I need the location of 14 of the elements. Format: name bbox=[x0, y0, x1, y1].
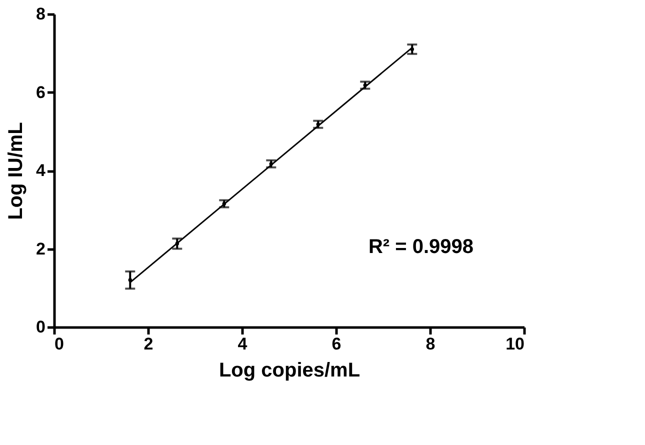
x-axis-title: Log copies/mL bbox=[218, 360, 360, 382]
x-tick-label: 0 bbox=[54, 334, 64, 354]
x-tick-label: 8 bbox=[426, 334, 436, 354]
x-tick-label: 6 bbox=[332, 334, 342, 354]
annotation: R² = 0.9998 bbox=[368, 236, 474, 258]
y-tick-label: 2 bbox=[36, 239, 46, 258]
y-tick-label: 6 bbox=[36, 82, 46, 102]
y-axis-title: Log IU/mL bbox=[5, 122, 28, 220]
x-tick-label: 4 bbox=[238, 334, 248, 354]
x-tick-label: 10 bbox=[506, 334, 524, 354]
y-tick-label: 0 bbox=[36, 318, 46, 336]
x-tick-label: 2 bbox=[144, 334, 154, 354]
y-tick-label: 4 bbox=[36, 161, 46, 180]
y-tick-label: 8 bbox=[36, 4, 46, 24]
